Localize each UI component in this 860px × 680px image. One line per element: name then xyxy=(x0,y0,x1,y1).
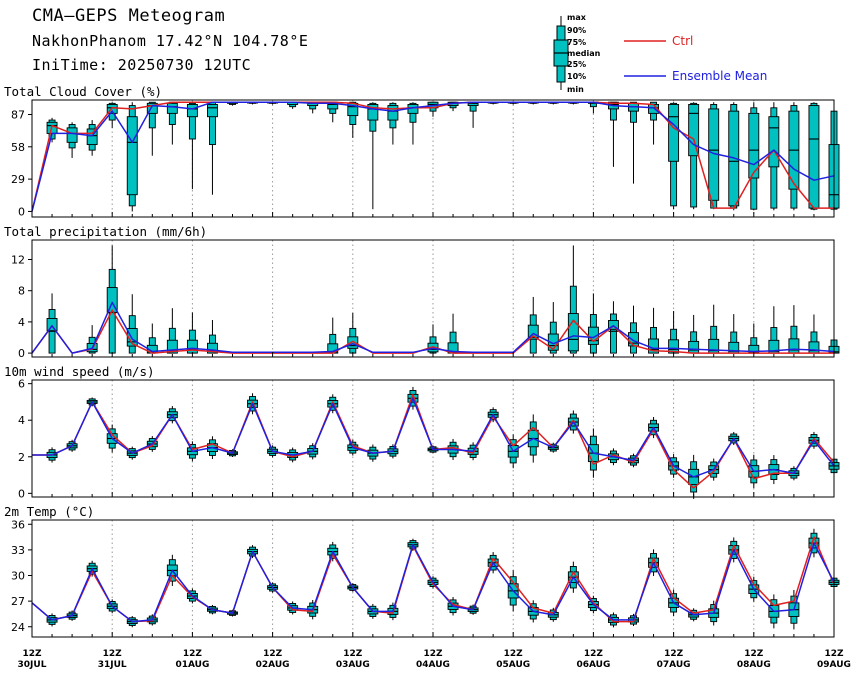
panel-title-2: 10m wind speed (m/s) xyxy=(4,364,155,379)
y-tick-label: 30 xyxy=(11,570,25,583)
mean-line-2 xyxy=(32,397,835,478)
panel-title-1: Total precipitation (mm/6h) xyxy=(4,224,207,239)
x-tick-date-7: 06AUG xyxy=(576,660,610,670)
legend-ctrl-label: Ctrl xyxy=(672,34,693,48)
panel1-box-9-inner xyxy=(206,342,218,354)
cloud-box-6-outer xyxy=(148,101,156,129)
y-tick-label: 8 xyxy=(18,285,25,298)
x-tick-hour-2: 12Z xyxy=(183,649,203,659)
y-tick-label: 0 xyxy=(18,487,25,500)
x-tick-date-10: 09AUG xyxy=(817,660,851,670)
panel-title-0: Total Cloud Cover (%) xyxy=(4,84,162,99)
panel1-box-29-outer xyxy=(610,313,617,354)
chart-title: CMA—GEPS Meteogram xyxy=(32,6,226,26)
y-tick-label: 0 xyxy=(18,347,25,360)
y-tick-label: 33 xyxy=(11,544,25,557)
mean-line-1 xyxy=(31,301,835,354)
y-tick-label: 36 xyxy=(11,518,25,531)
panel1-box-30-inner xyxy=(628,332,639,347)
panel1-box-1-inner xyxy=(46,318,58,332)
x-tick-date-2: 01AUG xyxy=(175,660,209,670)
cloud-box-32-inner xyxy=(668,104,680,162)
ctrl-line-0 xyxy=(31,101,834,212)
x-tick-date-0: 30JUL xyxy=(18,660,47,670)
y-tick-label: 6 xyxy=(18,378,25,391)
panel1-box-38-inner xyxy=(788,338,800,354)
box-key-label-6: min xyxy=(567,85,584,94)
init-time-label: IniTime: 20250730 12UTC xyxy=(32,56,252,74)
panel1-box-25-inner xyxy=(527,324,539,340)
cloud-box-7-inner xyxy=(166,102,178,114)
cloud-box-6-inner xyxy=(146,102,158,114)
y-tick-label: 87 xyxy=(11,108,25,121)
cloud-box-33-inner xyxy=(688,104,700,157)
cloud-box-3-inner xyxy=(86,128,98,146)
header: CMA—GEPS Meteogram NakhonPhanom 17.42°N … xyxy=(0,0,860,100)
panel1-box-5-inner xyxy=(126,328,138,347)
y-tick-label: 2 xyxy=(18,451,25,464)
mean-line-0 xyxy=(31,101,835,212)
mean-line-3 xyxy=(31,542,835,623)
cloud-box-8-inner xyxy=(186,104,198,118)
cloud-box-9-inner xyxy=(206,104,218,118)
x-tick-hour-6: 12Z xyxy=(504,649,524,659)
x-tick-hour-4: 12Z xyxy=(343,649,363,659)
x-tick-date-8: 07AUG xyxy=(657,660,691,670)
x-tick-hour-0: 12Z xyxy=(22,649,42,659)
cloud-box-37-inner xyxy=(768,116,780,168)
box-key-label-5: 10% xyxy=(567,72,586,81)
box-key-label-4: 25% xyxy=(567,60,586,69)
cloud-box-39-inner xyxy=(808,105,820,209)
cloud-box-17-inner xyxy=(367,104,379,121)
y-tick-label: 4 xyxy=(18,316,25,329)
x-tick-hour-9: 12Z xyxy=(744,649,764,659)
x-tick-date-1: 31JUL xyxy=(98,660,127,670)
x-tick-hour-7: 12Z xyxy=(584,649,604,659)
panel-title-3: 2m Temp (°C) xyxy=(4,504,94,519)
x-tick-date-9: 08AUG xyxy=(737,660,771,670)
y-tick-label: 27 xyxy=(11,595,25,608)
y-tick-label: 12 xyxy=(11,254,25,267)
panel1-box-7-inner xyxy=(166,339,178,354)
cloud-box-18-inner xyxy=(387,105,399,121)
box-key-label-0: max xyxy=(567,13,587,22)
panel1-box-8-inner xyxy=(186,339,198,354)
panel1-box-16-inner xyxy=(347,336,359,349)
ctrl-line-1 xyxy=(31,309,834,354)
box-key-label-1: 90% xyxy=(567,26,586,35)
x-tick-hour-5: 12Z xyxy=(423,649,443,659)
panel1-box-29-inner xyxy=(608,320,619,330)
x-tick-hour-1: 12Z xyxy=(103,649,123,659)
box-key-label-2: 75% xyxy=(567,38,586,47)
legend-mean-label: Ensemble Mean xyxy=(672,69,767,83)
location-label: NakhonPhanom 17.42°N 104.78°E xyxy=(32,32,309,50)
cloud-box-8-outer xyxy=(188,102,196,140)
panel1-box-27-inner xyxy=(567,313,579,352)
y-tick-label: 29 xyxy=(11,173,25,186)
box-key-label-3: median xyxy=(567,49,601,58)
y-tick-label: 24 xyxy=(11,621,25,634)
cloud-box-30-outer xyxy=(630,101,637,123)
x-tick-hour-8: 12Z xyxy=(664,649,684,659)
x-tick-date-6: 05AUG xyxy=(496,660,530,670)
panel1-box-39-inner xyxy=(808,341,820,354)
x-tick-hour-10: 12Z xyxy=(824,649,844,659)
y-tick-label: 58 xyxy=(11,141,25,154)
x-tick-date-5: 04AUG xyxy=(416,660,450,670)
x-tick-date-3: 02AUG xyxy=(256,660,290,670)
cloud-box-2-inner xyxy=(66,127,78,143)
cloud-box-36-inner xyxy=(748,112,760,179)
ctrl-line-3 xyxy=(31,536,835,623)
y-tick-label: 0 xyxy=(18,205,25,218)
y-tick-label: 4 xyxy=(18,414,25,427)
x-tick-date-4: 03AUG xyxy=(336,660,370,670)
x-tick-hour-3: 12Z xyxy=(263,649,283,659)
panel1-box-33-inner xyxy=(688,340,700,354)
cloud-box-5-inner xyxy=(126,116,138,196)
